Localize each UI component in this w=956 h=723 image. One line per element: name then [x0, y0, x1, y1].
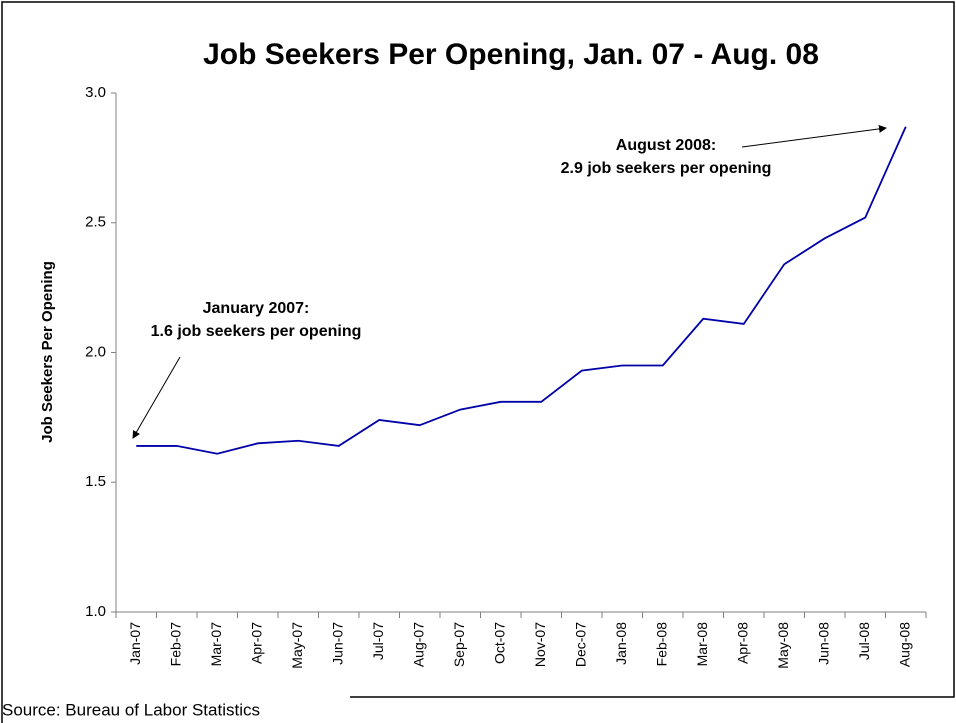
x-tick-label: Mar-07: [208, 622, 224, 667]
x-tick-label: Aug-07: [410, 622, 426, 667]
x-tick-label: Jul-07: [370, 622, 386, 660]
x-tick-label: May-08: [775, 622, 791, 669]
chart-title: Job Seekers Per Opening, Jan. 07 - Aug. …: [203, 38, 819, 71]
x-tick-label: Feb-08: [653, 622, 669, 667]
x-tick-label: Oct-07: [491, 622, 507, 664]
x-tick-label: Nov-07: [532, 622, 548, 667]
y-tick-label: 2.0: [85, 343, 106, 360]
annotation-arrow: [741, 124, 887, 148]
y-axis-label: Job Seekers Per Opening: [39, 261, 56, 443]
line: [136, 126, 907, 455]
x-tick-label: Apr-08: [734, 622, 750, 664]
annotation: 1.6 job seekers per opening: [151, 323, 362, 340]
x-tick-label: May-07: [289, 622, 305, 669]
x-tick-label: Jul-08: [856, 622, 872, 660]
x-tick-label: Sep-07: [451, 622, 467, 667]
x-tick-label: Dec-07: [572, 622, 588, 667]
y-tick-label: 2.5: [85, 214, 106, 231]
annotation: August 2008:: [616, 137, 716, 154]
x-tick-label: Mar-08: [694, 622, 710, 667]
x-tick-label: Feb-07: [167, 622, 183, 667]
annotation: January 2007:: [203, 300, 310, 317]
x-tick-label: Aug-08: [896, 622, 912, 667]
y-tick-label: 3.0: [85, 84, 106, 101]
x-tick-label: Jun-07: [329, 622, 345, 665]
annotation-arrow: [132, 356, 181, 439]
annotation: 2.9 job seekers per opening: [561, 160, 772, 177]
y-tick-label: 1.5: [85, 473, 106, 490]
x-tick-label: Apr-07: [248, 622, 264, 664]
x-tick-label: Jan-07: [127, 622, 143, 665]
y-tick-label: 1.0: [85, 603, 106, 620]
x-tick-label: Jun-08: [815, 622, 831, 665]
x-tick-label: Jan-08: [613, 622, 629, 665]
source: Source: Bureau of Labor Statistics: [2, 700, 260, 719]
